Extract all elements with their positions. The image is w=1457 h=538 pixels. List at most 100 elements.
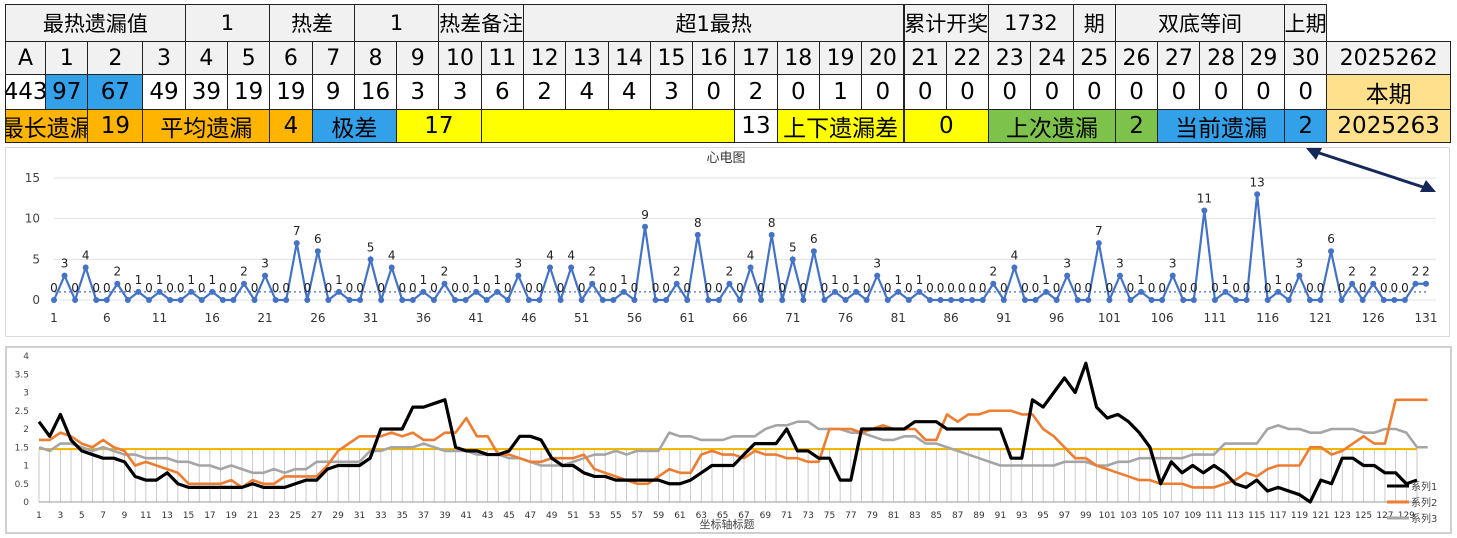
x-tick-label: 21: [247, 511, 258, 521]
ecg-chart: 心电图 0 5 10 15 0 3 0 4 0 0 2 0 1 0 1 0 0 1 0 1 0 0 2 0 3 0 0 7 0 6 0 1 0 0 5…: [5, 147, 1450, 337]
x-tick-label: 121: [1309, 311, 1332, 325]
x-tick-label: 31: [363, 311, 378, 325]
data-point: [441, 280, 448, 287]
table-cell-r2-c23: 22: [945, 41, 990, 75]
data-label: 0: [863, 281, 871, 295]
x-tick-label: 1: [50, 311, 58, 325]
data-label: 0: [610, 281, 618, 295]
data-point: [219, 297, 226, 303]
table-cell-r3-c29: 0: [1199, 74, 1243, 110]
data-label: 0: [462, 281, 470, 295]
data-label: 0: [800, 281, 808, 295]
data-label: 0: [1338, 281, 1346, 295]
data-label: 5: [789, 240, 797, 254]
table-cell-r3-c23: 0: [945, 74, 990, 110]
data-label: 1: [1274, 273, 1282, 287]
table-cell-r2-c21: 20: [861, 41, 905, 75]
data-label: 2: [1348, 265, 1356, 279]
data-label: 6: [1327, 232, 1335, 246]
data-point: [937, 297, 944, 303]
data-label: 0: [821, 281, 829, 295]
data-point: [72, 297, 79, 303]
data-label: 0: [1232, 281, 1240, 295]
data-label: 0: [662, 281, 670, 295]
data-label: 0: [451, 281, 459, 295]
x-tick-label: 101: [1099, 511, 1116, 521]
x-tick-label: 65: [717, 511, 728, 521]
data-point: [536, 297, 543, 303]
data-point: [694, 231, 701, 238]
table-cell-r4-c13: 当前遗漏: [1157, 109, 1286, 143]
data-point: [821, 297, 828, 303]
data-point: [1169, 272, 1176, 279]
x-tick-label: 61: [674, 511, 685, 521]
x-tick-label: 127: [1376, 511, 1393, 521]
table-cell-r3-c12: 6: [480, 74, 524, 110]
data-label: 11: [1197, 192, 1212, 206]
x-tick-label: 57: [631, 511, 642, 521]
data-label: 0: [1000, 281, 1008, 295]
y-tick-label: 3.5: [15, 370, 29, 380]
data-label: 0: [303, 281, 311, 295]
x-tick-label: 123: [1334, 511, 1351, 521]
data-label: 0: [272, 281, 280, 295]
table-cell-r2-c12: 11: [480, 41, 524, 75]
data-label: 1: [852, 273, 860, 287]
data-label: 4: [388, 248, 396, 262]
data-label: 1: [1222, 273, 1230, 287]
table-cell-r2-c27: 26: [1114, 41, 1159, 75]
x-tick-label: 75: [824, 511, 835, 521]
data-point: [737, 297, 743, 303]
data-point: [1190, 297, 1197, 303]
x-tick-label: 1: [36, 511, 42, 521]
data-label: 1: [472, 273, 480, 287]
table-cell-r3-c3: 67: [87, 74, 144, 110]
data-label: 0: [356, 281, 364, 295]
data-point: [620, 288, 627, 295]
data-label: 2: [1422, 265, 1430, 279]
data-point: [831, 288, 838, 295]
x-tick-label: 86: [943, 311, 958, 325]
data-label: 0: [631, 281, 639, 295]
table-cell-r3-c13: 2: [522, 74, 567, 110]
data-label: 0: [958, 281, 966, 295]
data-point: [82, 264, 89, 271]
table-cell-r4-c3: 平均遗漏: [142, 109, 271, 143]
data-point: [1328, 248, 1335, 255]
table-cell-r3-c22: 0: [903, 74, 947, 110]
data-point: [747, 264, 754, 271]
double-arrow-icon: [1306, 148, 1436, 192]
table-cell-r3-c10: 3: [396, 74, 440, 110]
data-point: [705, 297, 712, 303]
data-point: [293, 240, 300, 247]
table-cell-r3-c18: 2: [734, 74, 778, 110]
x-tick-label: 115: [1248, 511, 1265, 521]
data-label: 8: [768, 216, 776, 230]
data-point: [335, 288, 342, 295]
table-cell-r2-c9: 8: [353, 41, 398, 75]
x-tick-label: 63: [696, 511, 707, 521]
data-label: 1: [894, 273, 902, 287]
data-label: 3: [61, 257, 69, 271]
data-label: 0: [71, 281, 79, 295]
x-tick-label: 56: [627, 311, 642, 325]
data-point: [494, 288, 501, 295]
data-label: 2: [1412, 265, 1420, 279]
table-cell-r3-c5: 39: [184, 74, 228, 110]
data-point: [483, 297, 490, 303]
table-cell-r1-c6: 超1最热: [522, 4, 905, 42]
table-cell-r4-c7: [480, 109, 736, 143]
x-tick-label: 35: [396, 511, 407, 521]
data-point: [462, 297, 469, 303]
data-label: 9: [641, 208, 649, 222]
data-label: 6: [314, 232, 322, 246]
data-point: [272, 297, 279, 303]
table-cell-r2-c22: 21: [903, 41, 947, 75]
x-tick-label: 33: [375, 511, 386, 521]
data-point: [420, 288, 427, 295]
data-point: [399, 297, 406, 303]
y-tick-label: 15: [25, 171, 40, 185]
x-tick-label: 11: [140, 511, 151, 521]
data-label: 3: [1063, 257, 1071, 271]
x-tick-label: 79: [866, 511, 878, 521]
